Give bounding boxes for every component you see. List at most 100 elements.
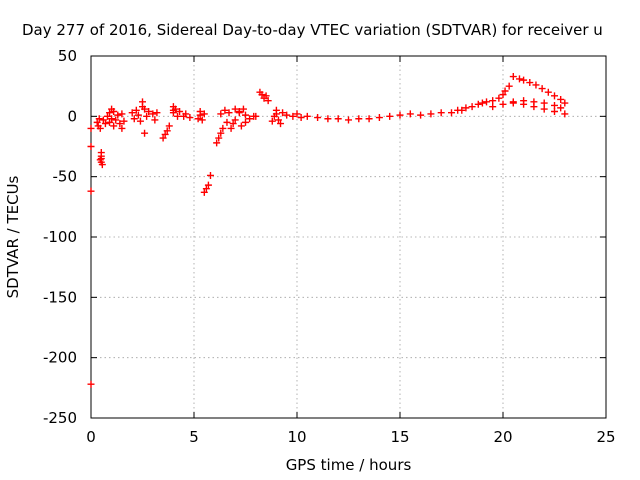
data-point bbox=[141, 105, 149, 113]
data-point bbox=[345, 116, 352, 124]
data-point bbox=[130, 115, 138, 123]
y-tick-label: -250 bbox=[43, 409, 77, 427]
data-point bbox=[98, 161, 106, 169]
data-point bbox=[128, 109, 136, 117]
data-point bbox=[474, 100, 482, 108]
data-point bbox=[538, 85, 546, 93]
data-point bbox=[231, 105, 239, 113]
data-point bbox=[417, 111, 425, 119]
data-point bbox=[101, 120, 109, 128]
data-point bbox=[551, 92, 558, 100]
data-point bbox=[532, 81, 540, 89]
data-point bbox=[97, 152, 105, 160]
grid bbox=[91, 56, 606, 418]
data-point bbox=[114, 111, 122, 119]
data-point bbox=[246, 115, 254, 123]
data-point bbox=[406, 110, 414, 118]
data-point bbox=[252, 112, 260, 120]
data-point bbox=[297, 114, 305, 122]
data-point bbox=[501, 87, 509, 95]
data-point bbox=[526, 79, 534, 87]
data-point bbox=[141, 129, 149, 137]
data-point bbox=[239, 105, 247, 113]
data-point bbox=[227, 124, 235, 132]
data-point bbox=[314, 114, 322, 122]
data-point bbox=[99, 116, 107, 124]
data-point bbox=[213, 139, 221, 147]
data-point bbox=[303, 112, 311, 120]
data-point bbox=[132, 106, 140, 114]
data-point bbox=[540, 99, 548, 107]
data-point bbox=[87, 380, 95, 388]
data-point bbox=[116, 120, 124, 128]
data-point bbox=[272, 106, 280, 114]
y-tick-label: 50 bbox=[58, 47, 77, 65]
data-point bbox=[95, 115, 103, 123]
data-point bbox=[324, 115, 332, 123]
data-point bbox=[112, 116, 120, 124]
data-point bbox=[217, 129, 225, 137]
data-point bbox=[194, 115, 202, 123]
data-point bbox=[478, 99, 486, 107]
data-point bbox=[262, 92, 270, 100]
data-point bbox=[171, 105, 179, 113]
data-point bbox=[110, 108, 118, 116]
x-tick-label: 15 bbox=[390, 428, 409, 446]
x-tick-label: 5 bbox=[189, 428, 199, 446]
data-point bbox=[176, 108, 184, 116]
y-axis-label: SDTVAR / TECUs bbox=[4, 175, 22, 298]
data-point bbox=[509, 98, 517, 106]
data-point bbox=[483, 98, 491, 106]
data-point bbox=[462, 104, 470, 112]
data-point bbox=[242, 118, 249, 126]
data-point bbox=[235, 109, 243, 117]
data-point bbox=[277, 120, 285, 128]
data-point bbox=[386, 112, 394, 120]
data-point bbox=[557, 104, 565, 112]
data-point bbox=[355, 115, 363, 123]
data-point bbox=[198, 116, 206, 124]
axis-ticks: 0 5 10 15 20 25 -250 -200 -150 -100 -50 0 50 bbox=[43, 47, 616, 446]
y-tick-label: -200 bbox=[43, 349, 77, 367]
data-point bbox=[223, 118, 231, 126]
data-point bbox=[495, 94, 503, 102]
data-point bbox=[87, 187, 95, 195]
data-point bbox=[289, 112, 297, 120]
data-point bbox=[468, 103, 476, 111]
data-point bbox=[283, 111, 291, 119]
data-point bbox=[174, 112, 182, 120]
y-tick-label: -100 bbox=[43, 228, 77, 246]
data-point bbox=[145, 108, 153, 116]
data-point bbox=[396, 111, 404, 119]
data-point bbox=[499, 100, 507, 108]
data-point bbox=[268, 117, 276, 125]
data-point bbox=[551, 108, 558, 116]
data-point bbox=[87, 143, 95, 150]
data-point bbox=[509, 73, 517, 81]
chart-title: Day 277 of 2016, Sidereal Day-to-day VTE… bbox=[22, 21, 603, 39]
data-point bbox=[163, 127, 171, 135]
data-point bbox=[118, 110, 126, 118]
data-point bbox=[334, 115, 342, 123]
data-point bbox=[215, 134, 223, 142]
data-point bbox=[219, 124, 227, 132]
data-point bbox=[293, 110, 301, 118]
x-tick-label: 10 bbox=[287, 428, 306, 446]
data-point bbox=[489, 103, 497, 111]
data-point bbox=[143, 112, 151, 120]
data-point bbox=[110, 122, 118, 130]
data-point bbox=[118, 124, 126, 132]
data-point bbox=[204, 181, 212, 189]
data-point bbox=[149, 110, 157, 118]
data-point bbox=[106, 118, 114, 126]
data-point bbox=[375, 114, 383, 122]
data-point bbox=[561, 99, 569, 107]
data-point bbox=[200, 188, 208, 196]
data-point bbox=[103, 112, 111, 120]
data-point bbox=[136, 117, 144, 125]
data-point bbox=[161, 130, 169, 138]
data-point bbox=[159, 134, 167, 142]
data-point bbox=[87, 124, 95, 132]
data-point bbox=[427, 110, 435, 118]
